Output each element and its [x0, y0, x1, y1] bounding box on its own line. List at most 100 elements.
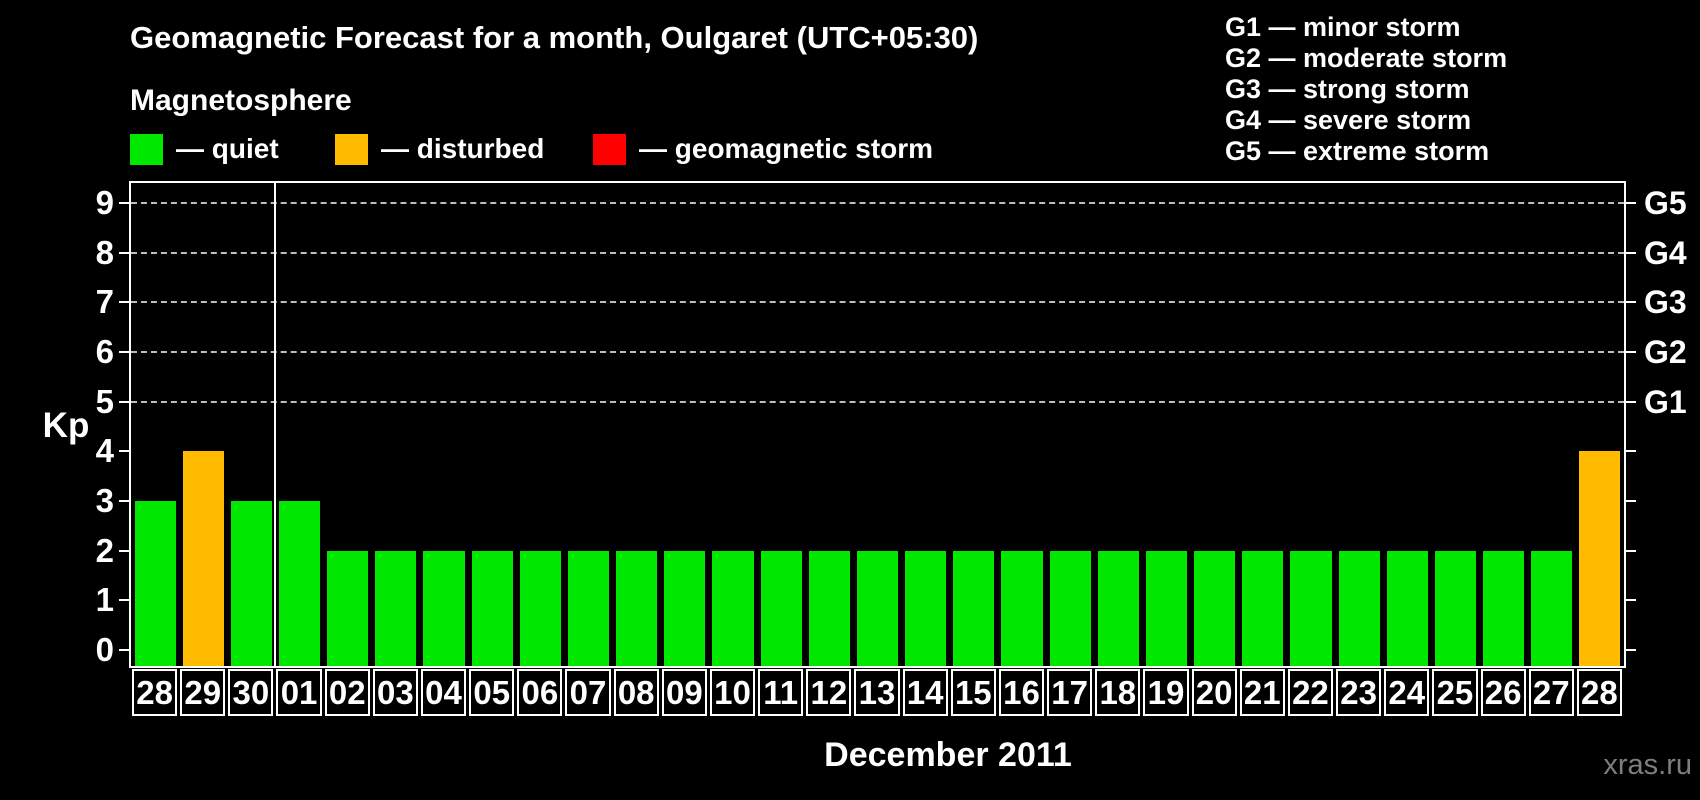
date-cell-19: 17 — [1047, 669, 1093, 716]
kp-bar-21 — [1242, 550, 1284, 666]
date-cell-25: 23 — [1336, 669, 1382, 716]
y-tick-label-3: 3 — [95, 482, 114, 520]
subtitle-magnetosphere: Magnetosphere — [130, 84, 352, 117]
kp-bar-20 — [1194, 550, 1236, 666]
legend-item-quiet: — quiet — [130, 133, 279, 165]
kp-bar-08 — [616, 550, 658, 666]
kp-bar-11 — [760, 550, 802, 666]
date-cell-23: 21 — [1239, 669, 1285, 716]
g-axis-label-G2: G2 — [1644, 334, 1687, 371]
date-cell-28: 26 — [1480, 669, 1526, 716]
kp-bar-02 — [327, 550, 369, 666]
g-axis-label-G4: G4 — [1644, 234, 1687, 271]
date-cell-2: 30 — [228, 669, 274, 716]
date-cell-4: 02 — [324, 669, 370, 716]
y-tick-left-1 — [119, 599, 129, 602]
date-cell-8: 06 — [517, 669, 563, 716]
y-tick-left-7 — [119, 301, 129, 304]
y-tick-label-7: 7 — [95, 283, 114, 321]
gridline-kp7 — [131, 301, 1624, 304]
kp-bar-22 — [1290, 550, 1332, 666]
date-cell-14: 12 — [806, 669, 852, 716]
kp-bar-27 — [1531, 550, 1573, 666]
date-cell-16: 14 — [902, 669, 948, 716]
y-tick-label-6: 6 — [95, 333, 114, 371]
y-tick-right-9 — [1626, 202, 1636, 205]
kp-bar-14 — [905, 550, 947, 666]
gridline-kp5 — [131, 400, 1624, 403]
date-cell-5: 03 — [372, 669, 418, 716]
date-cell-3: 01 — [276, 669, 322, 716]
kp-bar-01 — [278, 501, 321, 666]
date-cell-7: 05 — [469, 669, 515, 716]
y-tick-right-8 — [1626, 251, 1636, 254]
kp-bar-06 — [519, 550, 561, 666]
legend-swatch-disturbed — [335, 133, 368, 165]
y-axis-label: Kp — [42, 406, 90, 445]
y-tick-label-0: 0 — [95, 631, 114, 668]
y-tick-label-8: 8 — [95, 233, 114, 271]
month-label: December 2011 — [824, 736, 1072, 774]
date-cell-18: 16 — [998, 669, 1045, 716]
y-tick-label-1: 1 — [95, 581, 114, 619]
page-title: Geomagnetic Forecast for a month, Oulgar… — [130, 20, 979, 55]
plot-area — [129, 181, 1626, 668]
kp-bar-13 — [856, 550, 899, 666]
kp-bar-10 — [712, 550, 754, 666]
date-cell-15: 13 — [854, 669, 900, 716]
kp-bar-07 — [567, 550, 610, 666]
date-cell-12: 10 — [709, 669, 756, 716]
y-tick-left-8 — [119, 251, 129, 254]
date-cell-0: 28 — [132, 669, 178, 716]
legend-swatch-storm — [593, 133, 626, 165]
y-tick-right-3 — [1626, 500, 1636, 503]
g-axis-label-G3: G3 — [1644, 284, 1687, 321]
kp-bar-17 — [1049, 550, 1091, 666]
watermark: xras.ru — [1603, 749, 1692, 781]
date-cell-9: 07 — [565, 669, 611, 716]
y-tick-right-0 — [1626, 649, 1636, 651]
kp-bar-15 — [953, 550, 995, 666]
date-cell-10: 08 — [613, 669, 659, 716]
date-cell-20: 18 — [1095, 669, 1141, 716]
date-cell-21: 19 — [1143, 669, 1189, 716]
legend-item-disturbed: — disturbed — [335, 133, 544, 165]
date-cell-26: 24 — [1384, 669, 1430, 716]
g-axis-label-G1: G1 — [1644, 383, 1687, 420]
date-cell-27: 25 — [1432, 669, 1478, 716]
y-tick-left-4 — [119, 450, 129, 453]
date-cell-6: 04 — [420, 669, 467, 716]
kp-bar-18 — [1097, 550, 1139, 666]
g-legend-item-4: G4 — severe storm — [1225, 105, 1472, 135]
kp-bar-23 — [1338, 550, 1380, 666]
kp-bar-05 — [471, 550, 513, 666]
y-tick-right-1 — [1626, 599, 1636, 602]
y-tick-right-5 — [1626, 400, 1636, 403]
kp-bar-28 — [134, 501, 176, 666]
date-cell-1: 29 — [180, 669, 226, 716]
y-tick-left-9 — [119, 202, 129, 205]
kp-bar-28 — [1579, 451, 1621, 666]
y-tick-label-9: 9 — [95, 184, 114, 222]
kp-bar-09 — [664, 550, 706, 666]
legend-label-storm: — geomagnetic storm — [639, 133, 934, 164]
kp-bar-19 — [1145, 550, 1188, 666]
legend-item-storm: — geomagnetic storm — [593, 133, 933, 165]
y-tick-right-7 — [1626, 301, 1636, 304]
date-cell-29: 27 — [1528, 669, 1574, 716]
y-tick-left-3 — [119, 500, 129, 503]
legend-label-disturbed: — disturbed — [381, 133, 545, 164]
date-cell-30: 28 — [1576, 669, 1622, 716]
g-axis-label-G5: G5 — [1644, 185, 1687, 222]
g-legend-item-2: G2 — moderate storm — [1225, 43, 1508, 73]
y-tick-label-5: 5 — [95, 382, 114, 420]
date-cell-22: 20 — [1191, 669, 1237, 716]
kp-bar-16 — [1001, 550, 1043, 666]
kp-bar-03 — [375, 550, 417, 666]
kp-bar-12 — [808, 550, 850, 666]
g-legend-item-1: G1 — minor storm — [1225, 12, 1461, 42]
y-tick-left-2 — [119, 549, 129, 552]
y-tick-left-6 — [119, 351, 129, 354]
g-scale-legend: G1 — minor storm G2 — moderate storm G3 — … — [1225, 12, 1507, 167]
